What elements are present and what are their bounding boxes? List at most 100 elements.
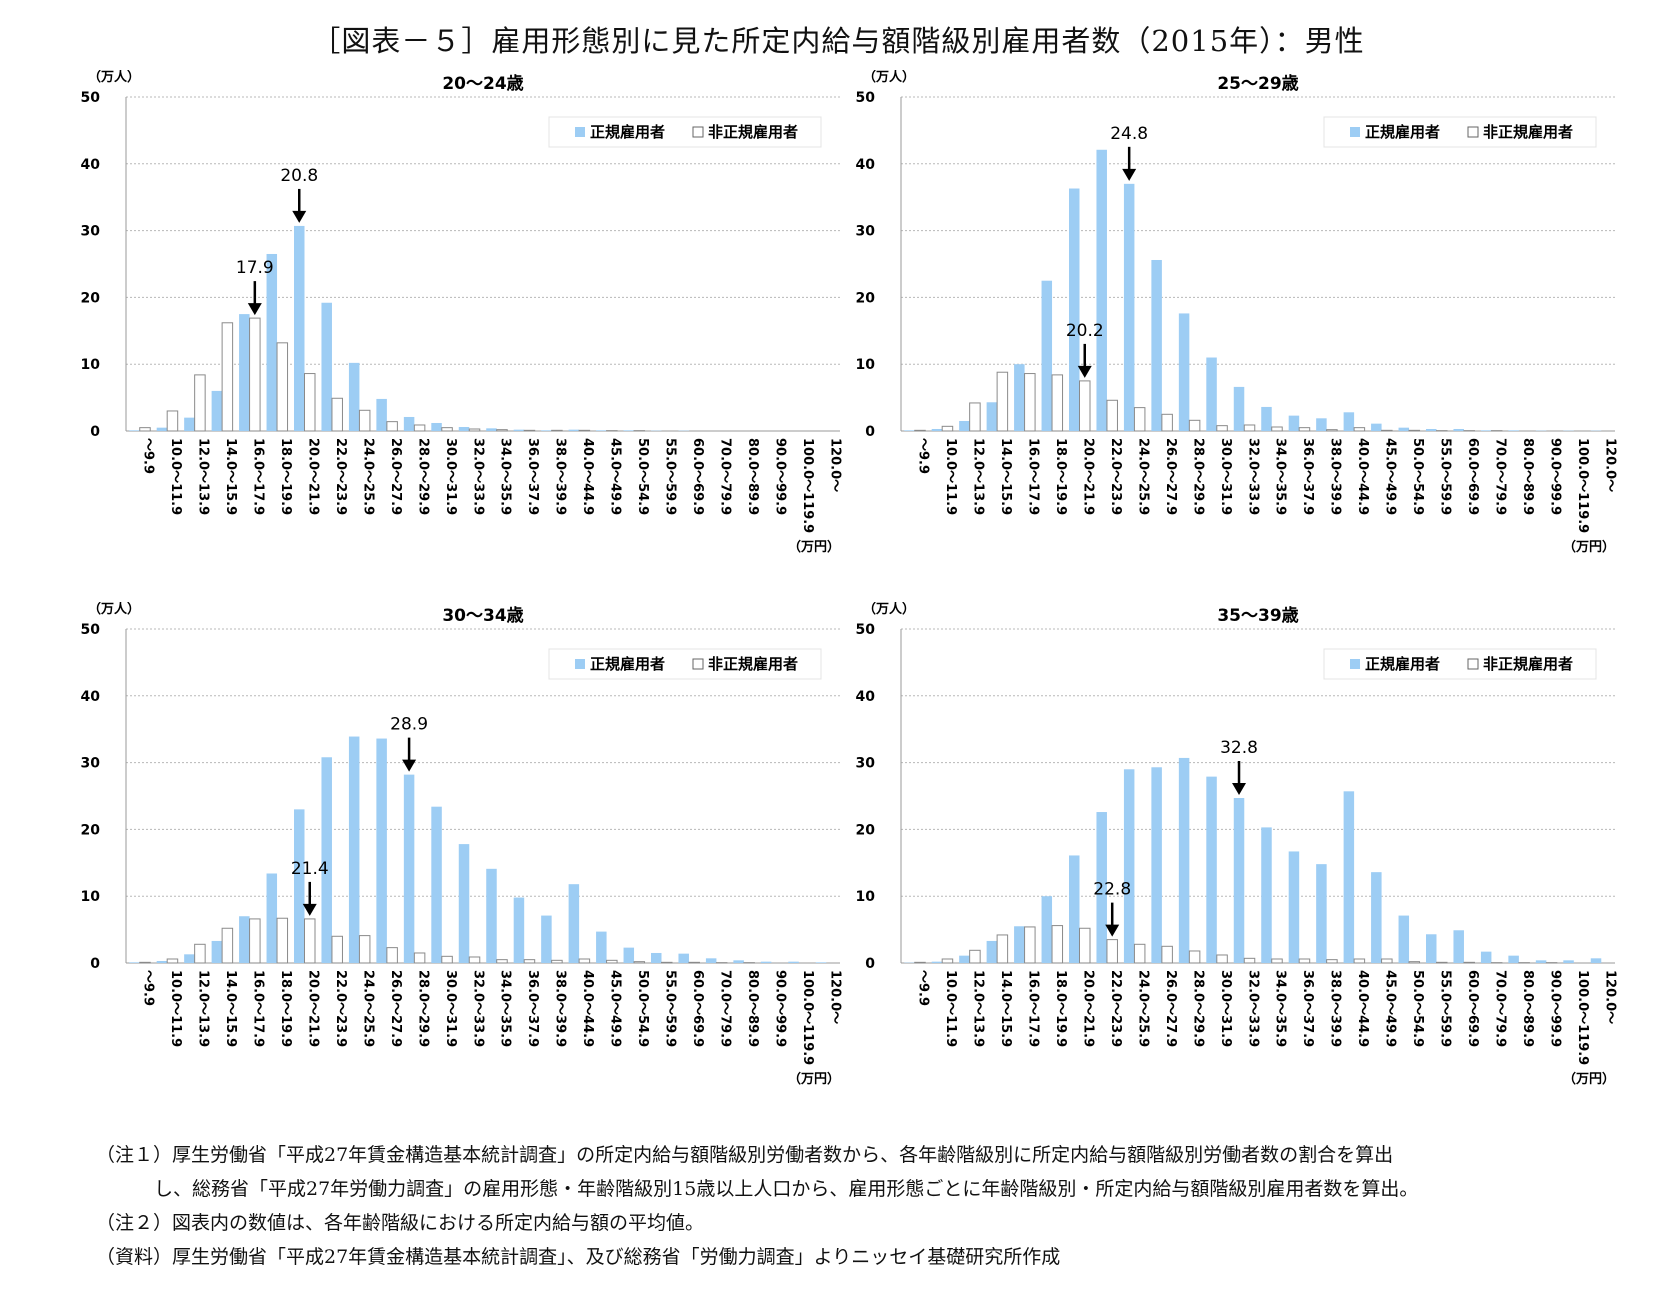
bar-regular xyxy=(458,426,470,431)
bar-regular xyxy=(513,429,525,431)
bar-regular xyxy=(1508,955,1519,963)
annotation-average-label: 28.9 xyxy=(390,715,428,735)
x-tick-label: 90.0～99.9 xyxy=(1547,970,1562,1047)
legend-swatch-regular xyxy=(1350,659,1360,669)
x-tick-label: 60.0～69.9 xyxy=(690,970,705,1047)
legend-box xyxy=(548,116,822,148)
bar-regular xyxy=(931,428,943,431)
y-tick-label: 30 xyxy=(856,224,876,240)
bar-regular xyxy=(815,962,827,963)
bar-non-regular xyxy=(1408,429,1421,432)
bar-regular xyxy=(1096,149,1107,431)
bar-non-regular xyxy=(1353,427,1366,432)
y-tick-label: 0 xyxy=(90,956,100,972)
bar-non-regular xyxy=(1188,419,1201,432)
x-tick-label: 10.0～11.9 xyxy=(168,438,183,515)
x-tick-label: 120.0～ xyxy=(827,438,842,492)
bar-regular xyxy=(431,422,442,431)
bar-non-regular xyxy=(1463,961,1475,964)
bar-regular xyxy=(1206,776,1217,963)
bar-non-regular xyxy=(941,958,954,964)
x-tick-label: 28.0～29.9 xyxy=(1190,438,1205,515)
bar-regular xyxy=(431,806,442,963)
bar-non-regular xyxy=(914,429,926,432)
bar-regular xyxy=(458,844,470,963)
y-axis-unit-label: （万人） xyxy=(88,70,140,85)
annotation-average-label: 20.8 xyxy=(280,166,318,186)
bar-non-regular xyxy=(1079,927,1091,964)
x-tick-label: 50.0～54.9 xyxy=(635,438,650,515)
bar-regular xyxy=(1480,951,1492,963)
x-tick-label: 20.0～21.9 xyxy=(306,970,321,1047)
x-tick-label: 55.0～59.9 xyxy=(1438,438,1453,515)
x-tick-label: 38.0～39.9 xyxy=(1328,970,1343,1047)
bar-non-regular xyxy=(358,935,371,964)
legend-label-non-regular: 非正規雇用者 xyxy=(708,123,798,141)
x-tick-label: 28.0～29.9 xyxy=(1190,970,1205,1047)
annotation-arrow-head xyxy=(1105,924,1120,937)
bar-non-regular xyxy=(1133,943,1146,964)
x-tick-label: 14.0～15.9 xyxy=(223,970,238,1047)
legend-swatch-non-regular xyxy=(692,126,704,138)
bar-regular xyxy=(1261,827,1272,963)
x-tick-label: 100.0～119.9 xyxy=(800,438,815,533)
x-tick-label: 60.0～69.9 xyxy=(690,438,705,515)
bar-regular xyxy=(129,962,140,963)
chart-svg: （万人） 35～39歳 0 10 20 30 40 50 ～9.9 10.0～11.9 12.0～1… xyxy=(856,602,1618,1087)
bar-regular xyxy=(1453,930,1464,963)
bar-non-regular xyxy=(996,934,1009,964)
x-tick-label: 70.0～79.9 xyxy=(717,438,732,515)
bar-regular xyxy=(184,954,195,963)
x-tick-label: 38.0～39.9 xyxy=(1328,438,1343,515)
legend-label-non-regular: 非正規雇用者 xyxy=(1483,123,1573,141)
annotation-arrow-head xyxy=(1077,365,1092,378)
x-tick-label: 40.0～44.9 xyxy=(580,438,595,515)
x-tick-label: 36.0～37.9 xyxy=(525,438,540,515)
bar-regular xyxy=(239,916,250,963)
bar-non-regular xyxy=(1106,939,1118,964)
bar-non-regular xyxy=(1051,374,1064,432)
bar-non-regular xyxy=(1106,399,1118,432)
bar-regular xyxy=(1041,280,1053,431)
x-tick-label: 32.0～33.9 xyxy=(470,970,485,1047)
x-tick-label: 26.0～27.9 xyxy=(388,438,403,515)
bar-non-regular xyxy=(1188,950,1201,964)
annotation-average-label: 21.4 xyxy=(291,859,329,879)
bar-regular xyxy=(1151,767,1162,963)
x-tick-label: 100.0～119.9 xyxy=(1575,438,1590,533)
bar-regular xyxy=(1398,427,1410,431)
bar-non-regular xyxy=(661,961,673,964)
bar-regular xyxy=(1426,428,1437,431)
x-tick-label: 12.0～13.9 xyxy=(196,438,211,515)
x-tick-label: 24.0～25.9 xyxy=(360,970,375,1047)
bar-regular xyxy=(596,430,607,431)
bar-regular xyxy=(321,757,332,963)
bar-non-regular xyxy=(1298,427,1311,432)
bar-regular xyxy=(1288,851,1300,963)
bar-regular xyxy=(266,873,278,963)
bar-regular xyxy=(623,947,635,963)
y-tick-label: 10 xyxy=(856,357,876,373)
bar-regular xyxy=(986,940,998,963)
bar-non-regular xyxy=(578,958,591,964)
chart-title: 25～29歳 xyxy=(1217,73,1298,94)
bar-non-regular xyxy=(441,955,453,964)
y-tick-label: 40 xyxy=(81,157,101,173)
bar-regular xyxy=(1508,430,1519,431)
bar-regular xyxy=(156,960,168,963)
x-tick-label: 22.0～23.9 xyxy=(333,438,348,515)
legend-label-regular: 正規雇用者 xyxy=(1365,655,1440,673)
bar-regular xyxy=(959,955,970,963)
annotation-arrow-head xyxy=(247,303,262,316)
bar-non-regular xyxy=(221,927,234,964)
bar-non-regular xyxy=(358,409,371,432)
bar-non-regular xyxy=(1243,424,1256,432)
bar-non-regular xyxy=(166,410,179,432)
chart-title: 35～39歳 xyxy=(1217,605,1298,626)
bar-non-regular xyxy=(578,429,591,432)
x-tick-label: 18.0～19.9 xyxy=(278,970,293,1047)
y-axis-unit-label: （万人） xyxy=(863,70,915,85)
bar-non-regular xyxy=(1243,957,1256,964)
bar-regular xyxy=(348,736,360,963)
bar-non-regular xyxy=(1051,925,1064,964)
